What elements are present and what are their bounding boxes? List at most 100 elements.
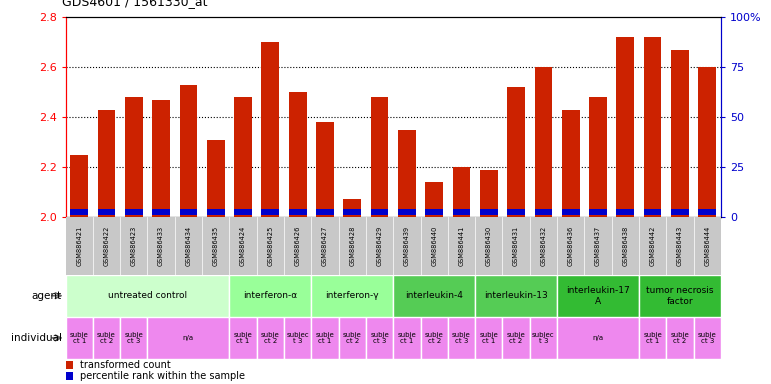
- Bar: [207, 210, 224, 215]
- Bar: [644, 37, 662, 217]
- Bar: [125, 210, 143, 215]
- Text: GSM886434: GSM886434: [185, 226, 191, 266]
- Text: GSM886421: GSM886421: [76, 226, 82, 266]
- Bar: [230, 317, 257, 359]
- Text: GSM886429: GSM886429: [376, 226, 382, 266]
- Bar: [393, 275, 475, 317]
- Text: individual: individual: [11, 333, 62, 343]
- Text: GSM886439: GSM886439: [404, 226, 410, 266]
- Bar: [66, 317, 93, 359]
- Bar: [289, 210, 307, 215]
- Bar: [666, 317, 694, 359]
- Bar: [480, 170, 497, 217]
- Bar: [125, 97, 143, 217]
- Bar: [284, 317, 311, 359]
- Bar: [93, 317, 120, 359]
- Bar: [503, 317, 530, 359]
- Text: GSM886433: GSM886433: [158, 226, 164, 266]
- Text: n/a: n/a: [592, 335, 604, 341]
- Text: subjec
t 3: subjec t 3: [532, 332, 554, 344]
- Text: subje
ct 2: subje ct 2: [425, 332, 443, 344]
- Text: GSM886440: GSM886440: [431, 225, 437, 266]
- Text: GSM886422: GSM886422: [103, 225, 109, 266]
- Bar: [207, 140, 224, 217]
- Text: GSM886437: GSM886437: [595, 226, 601, 266]
- Bar: [234, 210, 252, 215]
- Bar: [366, 317, 393, 359]
- Text: subje
ct 3: subje ct 3: [124, 332, 143, 344]
- Bar: [534, 210, 552, 215]
- Bar: [420, 317, 448, 359]
- Bar: [453, 167, 470, 217]
- Text: subje
ct 1: subje ct 1: [315, 332, 335, 344]
- Bar: [426, 210, 443, 215]
- Text: GSM886425: GSM886425: [268, 225, 274, 266]
- Bar: [589, 210, 607, 215]
- Bar: [66, 275, 230, 317]
- Text: subje
ct 1: subje ct 1: [70, 332, 89, 344]
- Bar: [562, 210, 580, 215]
- Bar: [230, 275, 311, 317]
- Text: interleukin-4: interleukin-4: [406, 291, 463, 300]
- Bar: [371, 210, 389, 215]
- Bar: [617, 210, 635, 215]
- Text: interferon-α: interferon-α: [243, 291, 298, 300]
- Bar: [234, 97, 252, 217]
- Text: percentile rank within the sample: percentile rank within the sample: [80, 371, 245, 381]
- Bar: [639, 275, 721, 317]
- Bar: [70, 210, 88, 215]
- Bar: [180, 85, 197, 217]
- Bar: [152, 210, 170, 215]
- Text: subje
ct 3: subje ct 3: [370, 332, 389, 344]
- Bar: [453, 210, 470, 215]
- Text: GSM886427: GSM886427: [322, 225, 328, 266]
- Text: subje
ct 1: subje ct 1: [234, 332, 252, 344]
- Text: GSM886426: GSM886426: [295, 225, 301, 266]
- Text: n/a: n/a: [183, 335, 194, 341]
- Bar: [671, 210, 689, 215]
- Bar: [530, 317, 557, 359]
- Text: GSM886430: GSM886430: [486, 226, 492, 266]
- Bar: [557, 317, 639, 359]
- Bar: [557, 275, 639, 317]
- Bar: [639, 317, 666, 359]
- Bar: [98, 109, 116, 217]
- Bar: [475, 317, 503, 359]
- Bar: [589, 97, 607, 217]
- Bar: [398, 210, 416, 215]
- Bar: [289, 92, 307, 217]
- Text: GSM886435: GSM886435: [213, 226, 219, 266]
- Bar: [316, 210, 334, 215]
- Text: subje
ct 2: subje ct 2: [671, 332, 689, 344]
- Bar: [257, 317, 284, 359]
- Text: interleukin-17
A: interleukin-17 A: [566, 286, 630, 306]
- Bar: [371, 97, 389, 217]
- Text: subjec
t 3: subjec t 3: [286, 332, 309, 344]
- Text: GSM886444: GSM886444: [704, 225, 710, 266]
- Text: subje
ct 1: subje ct 1: [643, 332, 662, 344]
- Bar: [147, 317, 230, 359]
- Text: subje
ct 3: subje ct 3: [698, 332, 716, 344]
- Text: subje
ct 2: subje ct 2: [507, 332, 526, 344]
- Bar: [152, 99, 170, 217]
- Bar: [343, 200, 361, 217]
- Text: transformed count: transformed count: [80, 361, 170, 371]
- Bar: [562, 109, 580, 217]
- Text: subje
ct 1: subje ct 1: [480, 332, 498, 344]
- Text: subje
ct 1: subje ct 1: [398, 332, 416, 344]
- Text: GSM886424: GSM886424: [240, 225, 246, 266]
- Bar: [261, 42, 279, 217]
- Bar: [426, 182, 443, 217]
- Text: GSM886436: GSM886436: [567, 226, 574, 266]
- Text: interferon-γ: interferon-γ: [325, 291, 379, 300]
- Bar: [120, 317, 147, 359]
- Bar: [316, 122, 334, 217]
- Text: tumor necrosis
factor: tumor necrosis factor: [646, 286, 714, 306]
- Text: GSM886438: GSM886438: [622, 226, 628, 266]
- Bar: [98, 210, 116, 215]
- Text: GSM886432: GSM886432: [540, 226, 547, 266]
- Bar: [311, 317, 338, 359]
- Bar: [66, 361, 73, 369]
- Bar: [617, 37, 635, 217]
- Bar: [475, 275, 557, 317]
